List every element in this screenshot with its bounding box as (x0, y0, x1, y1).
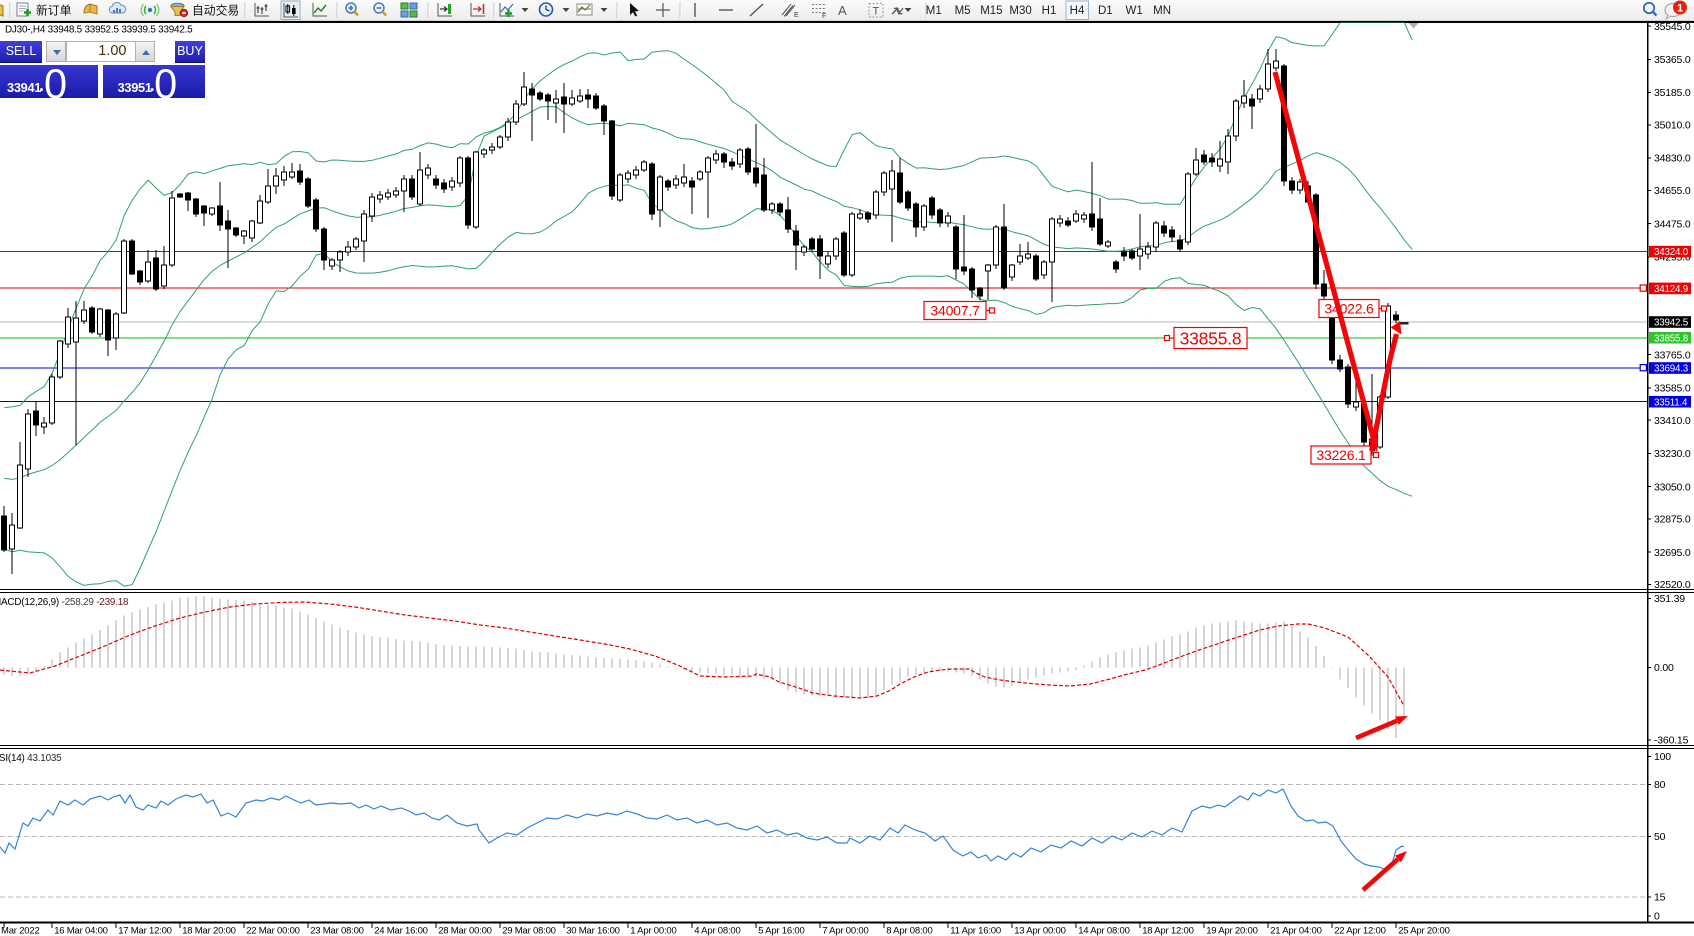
svg-text:E: E (794, 12, 799, 19)
svg-text:33511.4: 33511.4 (1654, 397, 1688, 408)
svg-text:33585.0: 33585.0 (1654, 383, 1691, 395)
svg-text:33855.8: 33855.8 (1654, 333, 1689, 344)
svg-text:MACD(12,26,9) -258.29 -239.18: MACD(12,26,9) -258.29 -239.18 (0, 597, 129, 608)
svg-text:1: 1 (1677, 3, 1683, 15)
svg-text:100: 100 (1654, 751, 1671, 763)
svg-text:17 Mar 12:00: 17 Mar 12:00 (118, 926, 172, 936)
svg-text:H1: H1 (1042, 5, 1057, 17)
svg-text:15: 15 (1654, 892, 1666, 904)
svg-text:50: 50 (1654, 831, 1666, 843)
svg-text:14 Apr 08:00: 14 Apr 08:00 (1078, 926, 1129, 936)
svg-text:21 Apr 04:00: 21 Apr 04:00 (1270, 926, 1321, 936)
svg-text:5 Apr 16:00: 5 Apr 16:00 (758, 926, 804, 936)
svg-text:F: F (822, 13, 826, 20)
svg-text:34655.0: 34655.0 (1654, 185, 1691, 197)
svg-text:22 Mar 00:00: 22 Mar 00:00 (246, 926, 300, 936)
svg-text:24 Mar 16:00: 24 Mar 16:00 (374, 926, 428, 936)
svg-text:13 Apr 00:00: 13 Apr 00:00 (1014, 926, 1065, 936)
svg-text:22 Apr 12:00: 22 Apr 12:00 (1334, 926, 1385, 936)
svg-text:34022.6: 34022.6 (1324, 301, 1374, 317)
svg-text:351.39: 351.39 (1654, 593, 1685, 605)
svg-text:1 Apr 00:00: 1 Apr 00:00 (630, 926, 676, 936)
svg-text:M1: M1 (926, 5, 942, 17)
svg-text:33050.0: 33050.0 (1654, 481, 1691, 493)
svg-text:18 Apr 12:00: 18 Apr 12:00 (1142, 926, 1193, 936)
svg-text:34324.0: 34324.0 (1654, 247, 1689, 258)
svg-text:25 Apr 20:00: 25 Apr 20:00 (1398, 926, 1449, 936)
svg-text:18 Mar 20:00: 18 Mar 20:00 (182, 926, 236, 936)
svg-text:34475.0: 34475.0 (1654, 218, 1691, 230)
svg-text:新订单: 新订单 (36, 4, 72, 18)
svg-text:30 Mar 16:00: 30 Mar 16:00 (566, 926, 620, 936)
svg-text:H4: H4 (1070, 5, 1085, 17)
svg-text:32520.0: 32520.0 (1654, 579, 1691, 591)
svg-text:4 Apr 08:00: 4 Apr 08:00 (694, 926, 740, 936)
svg-text:28 Mar 00:00: 28 Mar 00:00 (438, 926, 492, 936)
svg-text:80: 80 (1654, 779, 1666, 791)
svg-text:8 Apr 08:00: 8 Apr 08:00 (886, 926, 932, 936)
svg-text:33230.0: 33230.0 (1654, 448, 1691, 460)
svg-text:34007.7: 34007.7 (930, 303, 980, 319)
svg-text:19 Apr 20:00: 19 Apr 20:00 (1206, 926, 1257, 936)
svg-text:32695.0: 32695.0 (1654, 547, 1691, 559)
svg-text:自动交易: 自动交易 (192, 4, 239, 18)
svg-text:35545.0: 35545.0 (1654, 21, 1691, 33)
svg-text:A: A (838, 3, 847, 18)
svg-text:D1: D1 (1098, 5, 1113, 17)
svg-text:Mar 2022: Mar 2022 (1, 926, 40, 936)
svg-text:M15: M15 (980, 5, 1002, 17)
svg-text:29 Mar 08:00: 29 Mar 08:00 (502, 926, 556, 936)
svg-text:35365.0: 35365.0 (1654, 54, 1691, 66)
svg-text:DJ30-,H4 33948.5 33952.5 3393: DJ30-,H4 33948.5 33952.5 33939.5 33942.5 (5, 25, 193, 36)
svg-text:MN: MN (1153, 5, 1171, 17)
svg-text:33694.3: 33694.3 (1654, 364, 1689, 375)
svg-text:33410.0: 33410.0 (1654, 415, 1691, 427)
svg-text:16 Mar 04:00: 16 Mar 04:00 (54, 926, 108, 936)
svg-text:W1: W1 (1125, 5, 1142, 17)
svg-text:11 Apr 16:00: 11 Apr 16:00 (950, 926, 1001, 936)
svg-text:33765.0: 33765.0 (1654, 349, 1691, 361)
svg-text:33942.5: 33942.5 (1654, 318, 1689, 329)
svg-text:32875.0: 32875.0 (1654, 514, 1691, 526)
svg-text:T: T (873, 6, 880, 18)
svg-text:35185.0: 35185.0 (1654, 87, 1691, 99)
svg-text:35010.0: 35010.0 (1654, 120, 1691, 132)
svg-text:0.00: 0.00 (1654, 662, 1674, 674)
svg-text:34830.0: 34830.0 (1654, 153, 1691, 165)
svg-text:34124.9: 34124.9 (1654, 284, 1688, 295)
svg-text:7 Apr 00:00: 7 Apr 00:00 (822, 926, 868, 936)
svg-text:0: 0 (1654, 910, 1660, 922)
svg-text:33226.1: 33226.1 (1316, 447, 1366, 463)
svg-text:M5: M5 (955, 5, 971, 17)
svg-text:-360.15: -360.15 (1654, 735, 1689, 747)
svg-text:RSI(14) 43.1035: RSI(14) 43.1035 (0, 753, 62, 764)
svg-text:M30: M30 (1009, 5, 1031, 17)
svg-text:23 Mar 08:00: 23 Mar 08:00 (310, 926, 364, 936)
svg-text:33855.8: 33855.8 (1180, 328, 1242, 348)
